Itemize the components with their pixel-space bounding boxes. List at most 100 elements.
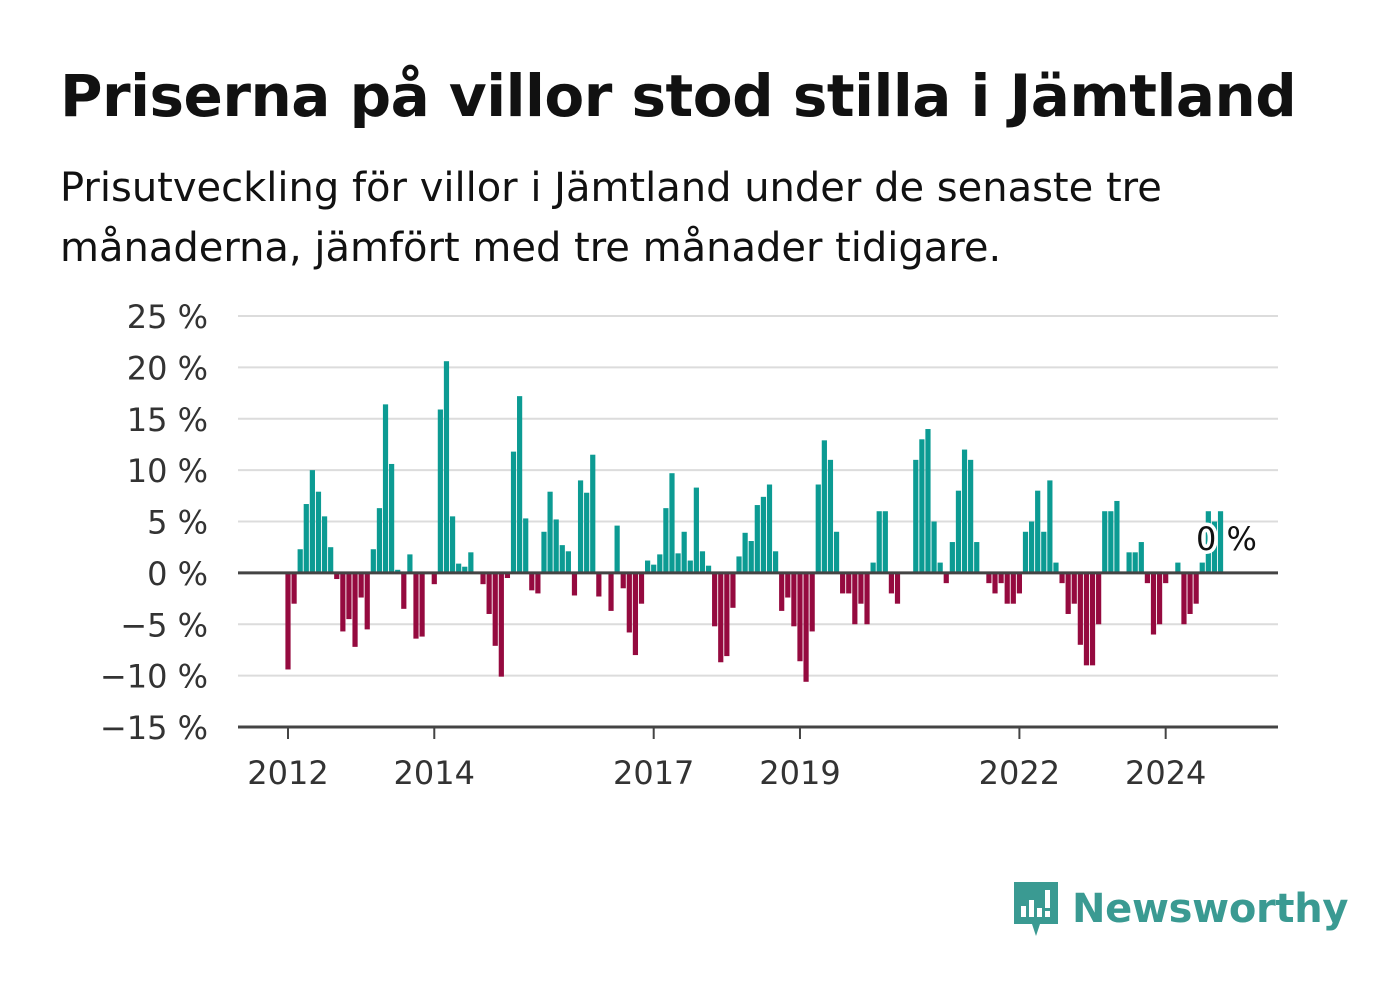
bar (504, 572, 511, 579)
bar (376, 508, 383, 573)
bar (718, 572, 724, 663)
y-tick-label: −5 % (120, 606, 208, 644)
x-axis-labels: 2012 2014 2017 2019 2022 2024 (247, 754, 1206, 792)
bar (949, 542, 955, 573)
bar (401, 572, 407, 609)
bar (547, 491, 553, 573)
x-tick-label: 2014 (394, 754, 475, 792)
bar (742, 532, 748, 573)
x-tick-label: 2022 (979, 754, 1060, 792)
chart-bars (285, 361, 1224, 682)
bar (1010, 572, 1016, 604)
bar (626, 572, 632, 633)
bar (882, 511, 888, 573)
bar (480, 572, 486, 585)
brand-name: Newsworthy (1072, 886, 1349, 932)
bar (553, 519, 559, 573)
y-tick-label: 5 % (147, 504, 208, 542)
bar (596, 572, 602, 597)
y-axis-labels: 25 % 20 % 15 % 10 % 5 % 0 % −5 % −10 % −15 % (100, 298, 208, 747)
bar (937, 562, 943, 573)
bar (712, 572, 718, 627)
bar (919, 439, 925, 573)
bar (1138, 542, 1144, 573)
bar (577, 480, 584, 573)
y-tick-label: 15 % (127, 401, 208, 439)
bar (736, 556, 742, 573)
bar (852, 572, 858, 625)
bar (1035, 490, 1041, 573)
bar (297, 549, 303, 573)
bar (541, 531, 547, 573)
bar (925, 429, 931, 573)
bar (961, 449, 968, 573)
bar (407, 554, 413, 573)
bar (840, 572, 846, 594)
bar (748, 541, 754, 573)
bar (620, 572, 626, 589)
bar (486, 572, 492, 614)
bar (730, 572, 736, 608)
bar (1096, 572, 1102, 625)
y-tick-label: 10 % (127, 452, 208, 490)
bar (358, 572, 364, 598)
bar (1071, 572, 1077, 604)
bar (334, 572, 340, 580)
bar (456, 563, 462, 573)
bar (382, 404, 389, 573)
bar (785, 572, 791, 598)
bar (559, 545, 565, 573)
bar (1108, 511, 1114, 573)
bar (437, 409, 443, 573)
bar (498, 572, 504, 677)
bar (645, 560, 651, 573)
y-tick-label: 0 % (147, 555, 208, 593)
bar (760, 496, 767, 573)
bar (315, 491, 322, 573)
bar (968, 459, 974, 573)
bar (468, 552, 474, 573)
bar (1205, 511, 1211, 573)
bar (974, 542, 980, 573)
bar (638, 572, 645, 604)
bar (492, 572, 498, 646)
bar (870, 562, 876, 573)
bar (779, 572, 785, 611)
x-tick-label: 2024 (1125, 754, 1206, 792)
bar (370, 549, 376, 573)
bar (449, 516, 456, 573)
bar (943, 572, 949, 584)
chart-title: Priserna på villor stod stilla i Jämtlan… (60, 62, 1297, 130)
bar (517, 396, 523, 573)
bar (1041, 531, 1047, 573)
bar (998, 572, 1004, 584)
bar (1089, 572, 1096, 666)
bar (803, 572, 809, 682)
bar (754, 505, 760, 573)
bar (663, 508, 669, 573)
bar (1016, 572, 1022, 594)
bar (1181, 572, 1187, 625)
bar (346, 572, 352, 620)
bar (462, 566, 468, 573)
bar (608, 572, 614, 611)
bar (1114, 500, 1120, 573)
bar (888, 572, 895, 594)
bar (894, 572, 901, 604)
bar (1150, 572, 1157, 635)
bar (419, 572, 425, 637)
bar (1053, 562, 1059, 573)
bar (1193, 572, 1199, 604)
bar (773, 551, 779, 573)
bar (791, 572, 797, 627)
bar (681, 531, 687, 573)
bar (1022, 531, 1029, 573)
bar (364, 572, 370, 630)
y-tick-label: −10 % (100, 658, 208, 696)
bar (413, 572, 419, 639)
bar (443, 361, 450, 573)
bar (571, 572, 578, 596)
bar (675, 553, 681, 573)
newsworthy-logo: Newsworthy (1010, 878, 1349, 940)
